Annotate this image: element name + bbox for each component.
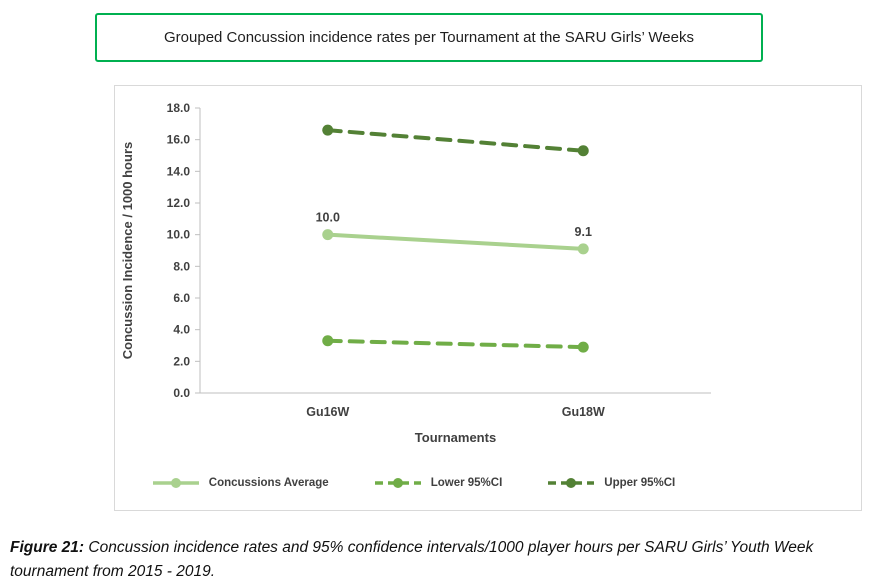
svg-text:4.0: 4.0 [173,323,190,337]
chart-title: Grouped Concussion incidence rates per T… [164,29,694,46]
legend-label-concussions-average: Concussions Average [208,477,329,489]
svg-text:10.0: 10.0 [167,228,191,242]
svg-text:6.0: 6.0 [173,291,190,305]
legend-item-lower-ci: Lower 95%CI [373,476,503,490]
svg-text:18.0: 18.0 [167,101,191,115]
figure-caption-prefix: Figure 21: [10,538,85,556]
svg-text:9.1: 9.1 [575,225,592,239]
legend-swatch-dashed-line-icon [548,478,595,488]
legend-label-lower-ci: Lower 95%CI [430,477,503,489]
series-lower-95-ci [322,335,589,353]
figure-caption: Figure 21: Concussion incidence rates an… [10,536,868,584]
chart-frame: 0.0 2.0 4.0 6.0 8.0 10.0 12.0 14.0 16.0 18.0 Gu16W… [114,85,862,511]
chart-title-box: Grouped Concussion incidence rates per T… [95,13,763,62]
series-concussions-average: 10.0 9.1 [316,211,592,255]
legend-item-upper-ci: Upper 95%CI [546,476,675,490]
legend-swatch-dashed-line-icon [374,478,421,488]
axes: 0.0 2.0 4.0 6.0 8.0 10.0 12.0 14.0 16.0 18.0 Gu16W… [120,101,711,445]
svg-text:8.0: 8.0 [173,259,190,273]
svg-text:12.0: 12.0 [167,196,191,210]
svg-text:Gu18W: Gu18W [562,405,605,419]
svg-text:Tournaments: Tournaments [415,430,496,445]
legend-swatch-solid-line-icon [152,478,199,488]
chart-legend: Concussions Average Lower 95%CI Upper 95… [115,476,861,490]
svg-text:0.0: 0.0 [173,386,190,400]
series-upper-95-ci [322,124,589,157]
svg-text:Concussion Incidence / 1000 ho: Concussion Incidence / 1000 hours [120,142,135,359]
svg-text:Gu16W: Gu16W [306,405,349,419]
svg-text:14.0: 14.0 [167,164,191,178]
figure-caption-text: Concussion incidence rates and 95% confi… [10,538,814,580]
svg-text:10.0: 10.0 [316,211,340,225]
legend-label-upper-ci: Upper 95%CI [604,477,676,489]
legend-item-concussions-average: Concussions Average [151,476,329,490]
svg-text:2.0: 2.0 [173,354,190,368]
chart-svg: 0.0 2.0 4.0 6.0 8.0 10.0 12.0 14.0 16.0 18.0 Gu16W… [120,101,711,445]
svg-text:16.0: 16.0 [167,133,191,147]
